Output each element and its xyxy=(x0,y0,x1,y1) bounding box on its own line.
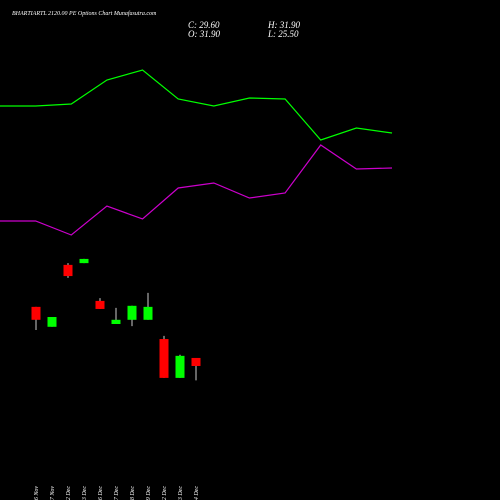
line-series xyxy=(0,144,393,236)
x-tick-label: 02 Dec xyxy=(66,486,72,500)
summary-open: O: 31.90 xyxy=(188,29,220,39)
x-tick-label: 19 Dec xyxy=(146,486,152,500)
summary-low: L: 25.50 xyxy=(267,29,299,39)
candle-body xyxy=(127,305,137,320)
x-tick-label: 16 Dec xyxy=(98,486,104,500)
x-tick-label: 27 Nov xyxy=(50,486,56,500)
x-tick-label: 17 Dec xyxy=(114,486,120,500)
summary-high: H: 31.90 xyxy=(267,20,300,30)
x-tick-label: 22 Dec xyxy=(162,486,168,500)
candle-body xyxy=(95,300,105,309)
chart-title: BHARTIARTL 2120.00 PE Options Chart Muna… xyxy=(12,10,157,17)
summary-close: C: 29.60 xyxy=(188,20,220,30)
candle-body xyxy=(143,306,153,320)
candle-body xyxy=(191,357,201,366)
candle-body xyxy=(79,258,89,264)
x-tick-label: 23 Dec xyxy=(178,486,184,500)
candle-body xyxy=(175,355,185,378)
x-tick-label: 13 Dec xyxy=(82,486,88,500)
candle-body xyxy=(111,319,121,325)
x-tick-label: 26 Nov xyxy=(34,486,40,500)
x-tick-label: 24 Dec xyxy=(193,486,200,500)
candle-body xyxy=(159,339,169,378)
x-tick-label: 18 Dec xyxy=(130,486,136,500)
candle-body xyxy=(47,317,57,327)
candle-body xyxy=(31,306,41,320)
candle-body xyxy=(63,264,73,277)
line-series xyxy=(0,69,393,141)
